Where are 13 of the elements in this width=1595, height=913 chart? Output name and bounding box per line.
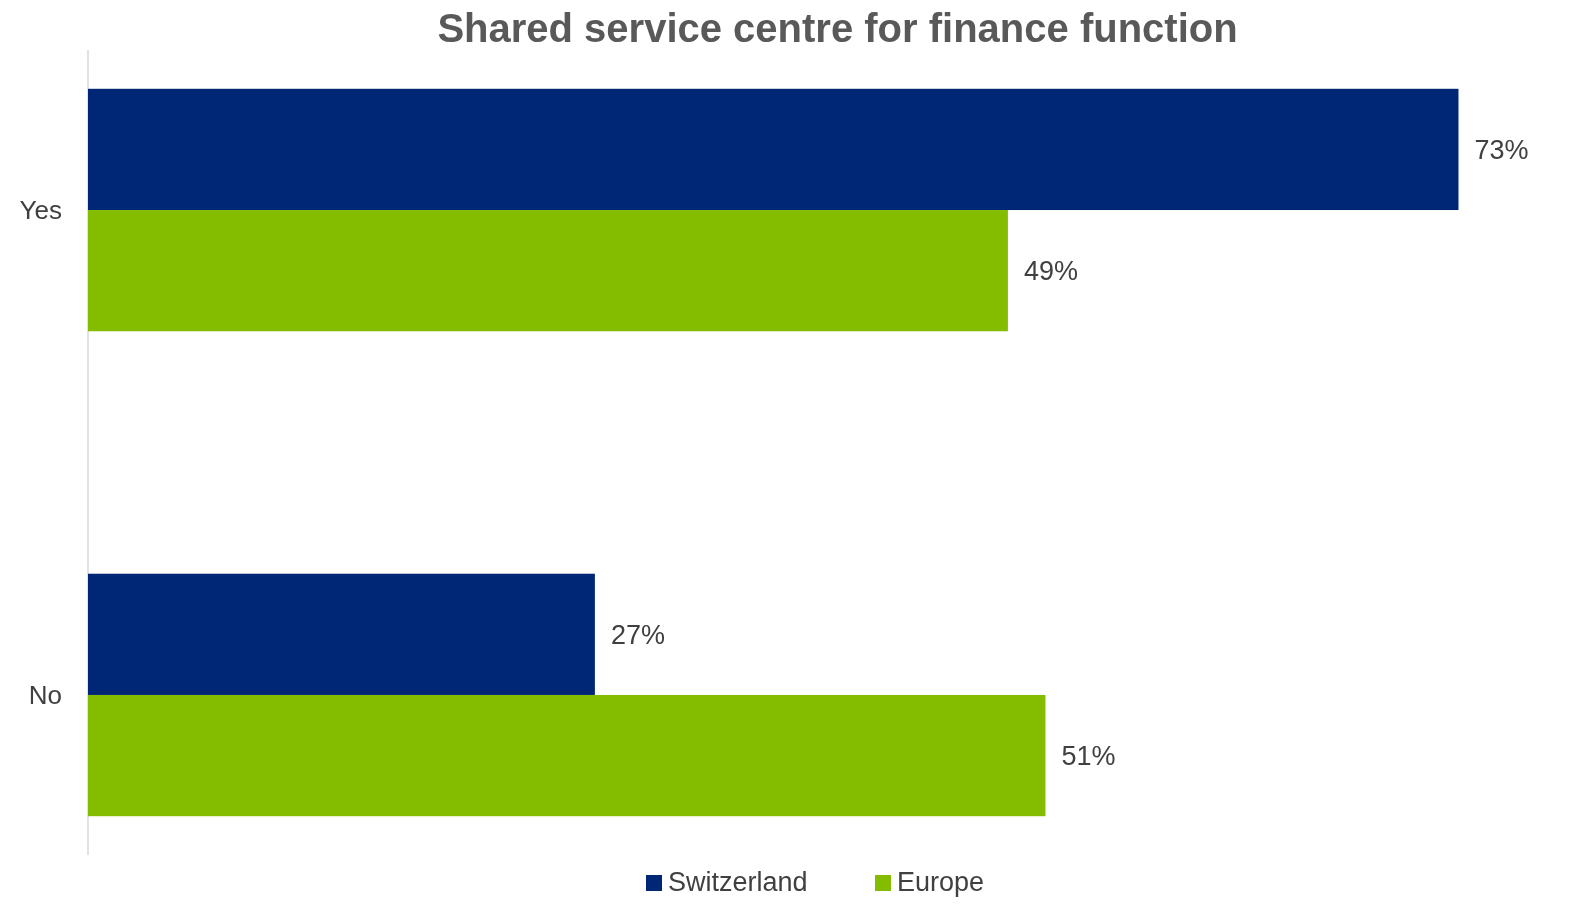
data-label: 49% [1023,256,1078,287]
bar [88,573,595,695]
data-label: 27% [610,619,665,650]
legend-label: Switzerland [668,867,808,897]
y-tick-label: Yes [19,195,62,226]
y-tick-label: No [28,680,62,711]
bar [88,694,1046,817]
data-label: 51% [1061,741,1116,772]
data-label: 73% [1474,134,1529,165]
chart-title: Shared service centre for finance function [437,6,1238,50]
bar [88,88,1459,211]
legend-label: Europe [897,867,985,897]
bar [88,210,1008,332]
